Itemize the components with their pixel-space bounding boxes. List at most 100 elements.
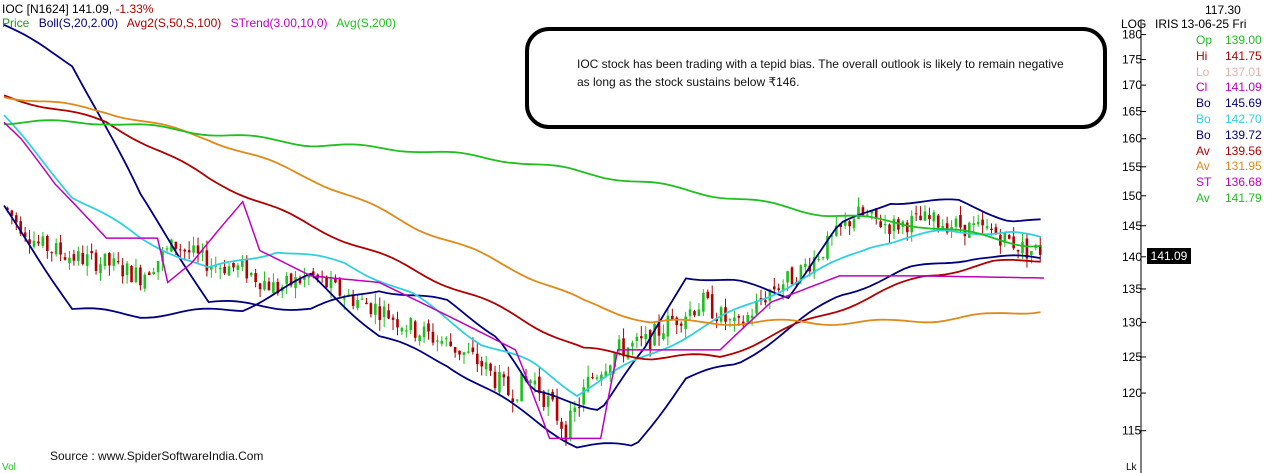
candle-down (254, 273, 257, 283)
candle-up (817, 259, 820, 261)
boll-mid-line (3, 114, 1041, 398)
panel-row-value: 139.56 (1225, 143, 1262, 158)
candle-down (914, 213, 918, 215)
candle-down (413, 321, 417, 338)
candle-up (192, 245, 195, 253)
candle-down (560, 421, 563, 429)
candle-up (883, 223, 887, 226)
candle-down (507, 376, 510, 396)
candle-down (37, 241, 40, 244)
candle-up (976, 221, 980, 225)
legend-avg200: Avg(S,200) (336, 16, 397, 30)
candle-up (382, 306, 386, 318)
candle-down (427, 323, 430, 332)
candle-down (378, 306, 382, 320)
candle-down (622, 338, 625, 357)
candle-up (750, 315, 754, 318)
candle-down (577, 406, 581, 408)
panel-row: Op 139.00 (1196, 33, 1262, 47)
candle-up (201, 249, 204, 253)
panel-row-key: Op (1196, 33, 1213, 47)
log-scale-label: LOG (1121, 17, 1147, 31)
candle-down (928, 215, 931, 220)
volume-label: Vol (2, 462, 16, 473)
candle-down (196, 245, 200, 254)
candle-up (608, 365, 612, 376)
candle-down (431, 331, 435, 343)
candle-down (338, 279, 342, 296)
candle-up (1003, 232, 1007, 243)
candle-up (210, 265, 213, 270)
candle-up (968, 222, 971, 238)
panel-row-key: Hi (1196, 48, 1208, 63)
values-panel: 117.30 13-06-25 Fri Op 139.00 Hi 141.75 Lo 13… (1150, 0, 1266, 473)
y-tick-label: 160 (1122, 132, 1142, 146)
candle-down (453, 346, 457, 353)
annotation-callout: IOC stock has been trading with a tepid … (525, 27, 1107, 129)
candle-down (298, 278, 302, 284)
candle-down (1016, 249, 1020, 252)
candle-up (684, 316, 687, 329)
candle-up (950, 227, 953, 230)
y-tick-label: 175 (1122, 53, 1142, 67)
candle-up (533, 380, 537, 385)
panel-row-key: Bo (1196, 96, 1211, 111)
panel-row: Av 139.56 (1196, 144, 1262, 158)
candle-down (919, 215, 922, 221)
candle-up (249, 272, 253, 276)
candle-down (14, 215, 18, 223)
candle-down (63, 257, 67, 260)
candle-up (932, 212, 936, 222)
avg200-line (3, 119, 1041, 248)
y-tick-label: 130 (1122, 315, 1142, 329)
candle-up (484, 362, 488, 370)
candle-up (356, 299, 359, 309)
candle-up (143, 274, 147, 289)
candle-down (764, 300, 767, 303)
candle-down (1012, 236, 1015, 249)
y-tick-label: 165 (1122, 105, 1142, 119)
legend-avg2: Avg2(S,50,S,100) (126, 16, 222, 30)
candle-down (232, 262, 235, 268)
candle-up (32, 240, 36, 247)
candle-up (821, 256, 825, 259)
candle-up (835, 225, 838, 236)
candle-up (112, 258, 116, 266)
candle-up (263, 280, 266, 290)
candle-down (391, 317, 395, 320)
candle-down (174, 241, 178, 249)
candle-down (1007, 234, 1011, 239)
candle-up (515, 399, 519, 401)
change-label: -1.33% (115, 2, 154, 16)
candle-up (125, 263, 129, 276)
y-tick-label: 155 (1122, 160, 1142, 174)
candle-down (538, 376, 541, 394)
candle-down (671, 315, 674, 320)
candle-up (422, 326, 426, 338)
candle-up (702, 292, 705, 312)
candle-down (267, 281, 271, 291)
candle-down (879, 221, 882, 227)
y-tick-label: 180 (1122, 28, 1142, 42)
candle-down (325, 276, 328, 288)
panel-row-value: 141.75 (1225, 48, 1262, 63)
candle-down (639, 336, 643, 339)
candle-up (41, 236, 45, 246)
candle-down (50, 252, 54, 254)
y-tick-label: 125 (1122, 350, 1142, 364)
panel-row-value: 139.72 (1225, 127, 1262, 142)
candle-down (777, 288, 781, 290)
candle-up (852, 219, 856, 229)
candle-up (152, 271, 155, 275)
candle-up (54, 243, 58, 255)
candle-up (227, 266, 231, 276)
candle-up (418, 335, 421, 342)
candle-down (187, 250, 191, 253)
candle-down (945, 223, 949, 233)
candle-down (139, 267, 142, 286)
panel-row: Bo 139.72 (1196, 128, 1262, 142)
candle-down (183, 249, 187, 252)
panel-row-value: 131.95 (1225, 159, 1262, 174)
candle-up (405, 330, 408, 332)
